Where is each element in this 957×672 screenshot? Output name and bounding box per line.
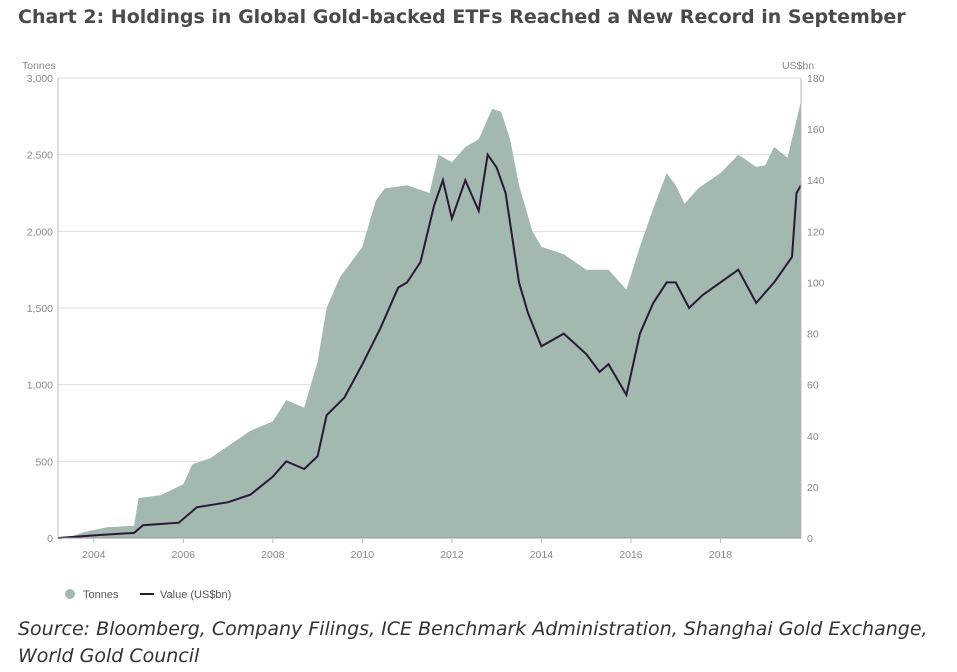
- x-tick-label: 2012: [440, 549, 464, 561]
- y2-tick-label: 40: [807, 431, 819, 443]
- y-tick-label: 3,000: [27, 73, 53, 85]
- x-tick-label: 2016: [619, 549, 643, 561]
- x-tick-label: 2006: [172, 549, 196, 561]
- legend-value-label: Value (US$bn): [160, 589, 231, 601]
- y-tick-label: 1,500: [27, 303, 53, 315]
- chart-title: Chart 2: Holdings in Global Gold-backed …: [18, 6, 906, 28]
- y2-tick-label: 180: [807, 73, 825, 85]
- tonnes-area: [58, 101, 801, 538]
- y-axis-title: Tonnes: [22, 60, 56, 72]
- legend-tonnes-label: Tonnes: [83, 589, 119, 601]
- legend-tonnes-marker: [65, 589, 75, 599]
- y2-axis-title: US$bn: [782, 60, 814, 72]
- y2-tick-label: 160: [807, 124, 825, 136]
- x-tick-label: 2014: [530, 549, 554, 561]
- y2-tick-label: 20: [807, 482, 819, 494]
- y-tick-label: 2,000: [27, 226, 53, 238]
- y2-tick-label: 120: [807, 226, 825, 238]
- x-tick-label: 2008: [261, 549, 285, 561]
- source-note: Source: Bloomberg, Company Filings, ICE …: [18, 618, 928, 667]
- y2-tick-label: 140: [807, 175, 825, 187]
- x-tick-label: 2018: [709, 549, 733, 561]
- y2-tick-label: 100: [807, 277, 825, 289]
- chart: 0 500 1,000 1,500 2,000 2,500 3,000 0 20 40 60 80 10…: [22, 60, 825, 601]
- y-tick-label: 1,000: [27, 380, 53, 392]
- y-tick-label: 2,500: [27, 150, 53, 162]
- y-tick-label: 0: [47, 533, 53, 545]
- x-tick-label: 2004: [82, 549, 106, 561]
- y2-tick-label: 0: [807, 533, 813, 545]
- y2-tick-label: 60: [807, 380, 819, 392]
- y-tick-label: 500: [35, 456, 53, 468]
- y2-tick-label: 80: [807, 329, 819, 341]
- value-line: [57, 152, 802, 539]
- x-tick-label: 2010: [351, 549, 375, 561]
